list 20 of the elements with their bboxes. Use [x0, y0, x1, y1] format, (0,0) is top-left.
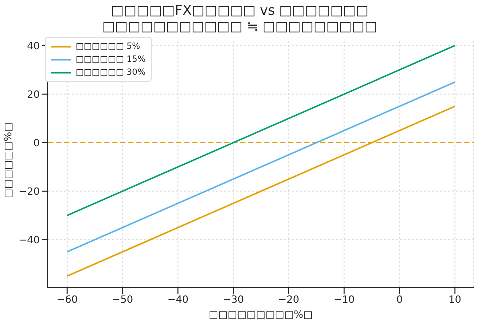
y-axis-title: □□□□□□%□ — [4, 122, 15, 198]
x-tick-label: −20 — [278, 295, 300, 306]
x-tick-label: −50 — [112, 295, 134, 306]
y-tick-label: 40 — [27, 41, 40, 52]
y-tick-label: 20 — [27, 90, 40, 101]
legend-label: □□□□□□ 5% — [76, 42, 140, 52]
x-tick-label: −60 — [56, 295, 78, 306]
legend-label: □□□□□□ 15% — [76, 54, 146, 64]
x-tick-label: −10 — [334, 295, 355, 306]
x-tick-label: 10 — [448, 295, 462, 306]
line-series — [66, 82, 456, 253]
x-tick-label: 0 — [396, 295, 403, 306]
x-tick-label: −30 — [223, 295, 244, 306]
y-tick-label: −20 — [18, 186, 40, 198]
x-tick-label: −40 — [168, 295, 189, 306]
legend-label: □□□□□□ 30% — [76, 68, 146, 78]
x-axis-title: □□□□□□□□□%□ — [209, 310, 313, 321]
y-tick-label: −40 — [18, 236, 40, 247]
chart-title: □□□□□FX□□□□□ vs □□□□□□□ □□□□□□□□□□□ ≒ □□□□□□□□□ — [101, 3, 378, 35]
y-tick-label: 0 — [34, 138, 40, 150]
